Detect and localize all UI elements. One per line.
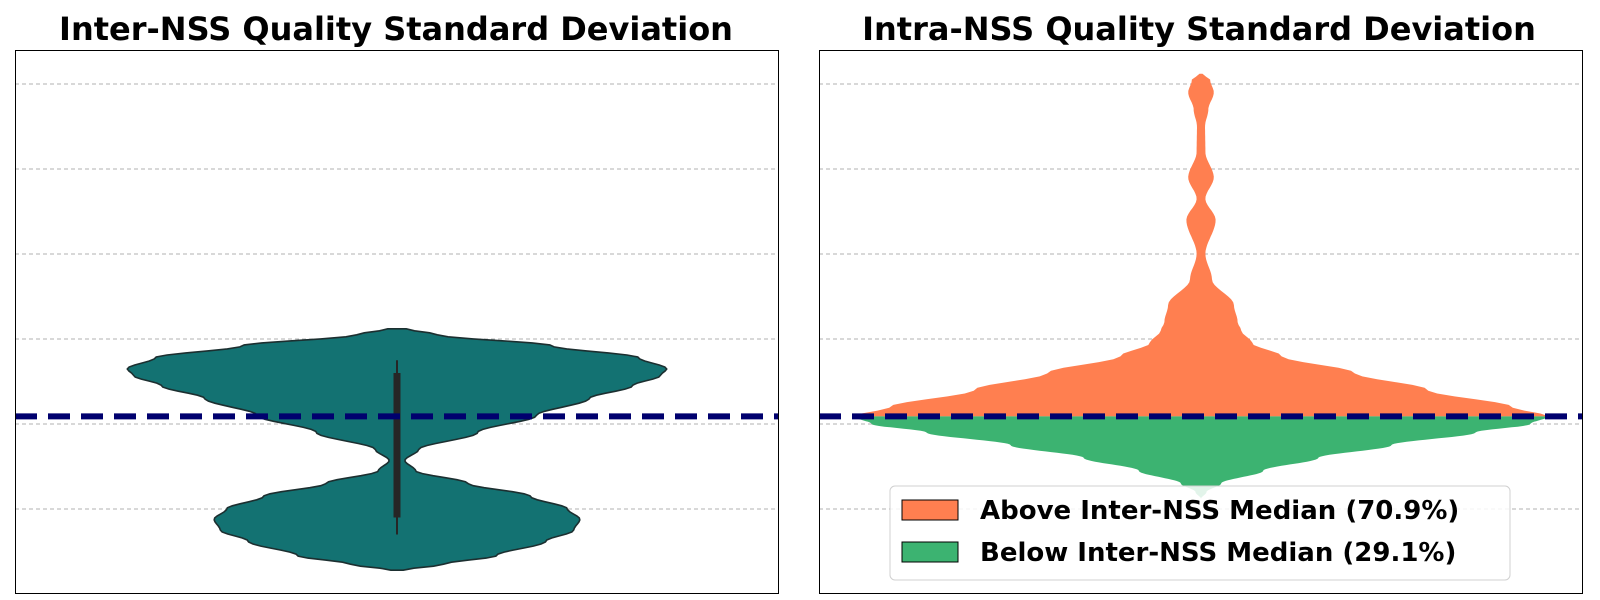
legend-box — [889, 485, 1511, 581]
intra-nss-violin-below-median — [853, 416, 1549, 499]
inter-nss-plot-frame — [15, 50, 779, 594]
inter-nss-chart-title: Inter-NSS Quality Standard Deviation — [59, 10, 733, 48]
intra-nss-panel: Intra-NSS Quality Standard Deviation Abo… — [819, 10, 1583, 594]
legend-swatch-above — [901, 499, 959, 521]
legend-swatch-below — [901, 541, 959, 563]
intra-nss-plot-frame — [819, 50, 1583, 594]
intra-nss-chart-title: Intra-NSS Quality Standard Deviation — [862, 10, 1536, 48]
legend-label-above: Above Inter-NSS Median (70.9%) — [980, 496, 1459, 526]
legend: Above Inter-NSS Median (70.9%) Below Int… — [889, 485, 1511, 581]
intra-nss-violin-above-median — [853, 73, 1549, 417]
inter-nss-panel: Inter-NSS Quality Standard Deviation — [15, 10, 779, 594]
legend-label-below: Below Inter-NSS Median (29.1%) — [980, 538, 1456, 568]
